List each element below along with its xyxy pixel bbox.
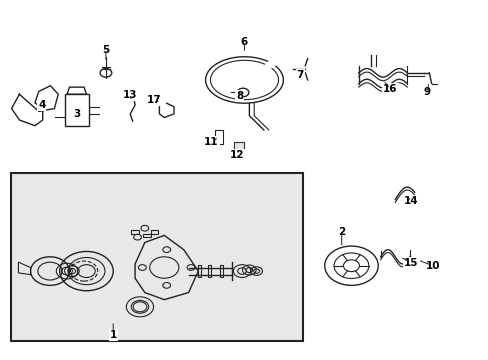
Text: 9: 9 — [423, 87, 429, 98]
Text: 16: 16 — [382, 84, 397, 94]
Bar — [215, 130, 222, 144]
Text: 3: 3 — [73, 109, 80, 119]
Text: 14: 14 — [403, 197, 418, 206]
Bar — [150, 230, 158, 234]
Text: 4: 4 — [38, 100, 45, 110]
Text: 11: 11 — [204, 138, 218, 148]
Text: 7: 7 — [296, 69, 304, 80]
Bar — [207, 265, 210, 277]
Text: 6: 6 — [241, 37, 247, 48]
Text: 13: 13 — [123, 90, 137, 100]
Text: 5: 5 — [102, 45, 109, 55]
Text: 8: 8 — [236, 91, 243, 101]
Bar — [220, 265, 223, 277]
Text: 10: 10 — [425, 261, 439, 271]
Bar — [131, 230, 139, 234]
Bar — [11, 173, 302, 341]
Bar — [233, 143, 244, 153]
Text: 1: 1 — [109, 330, 117, 341]
Text: 12: 12 — [229, 150, 244, 160]
Text: 2: 2 — [337, 227, 345, 237]
Text: 15: 15 — [403, 258, 418, 268]
Bar — [198, 265, 201, 277]
Bar — [233, 143, 244, 153]
Text: 17: 17 — [147, 95, 162, 105]
Bar — [143, 234, 151, 237]
